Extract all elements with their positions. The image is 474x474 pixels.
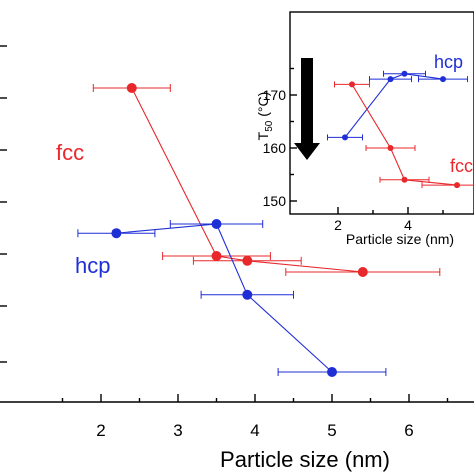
- main-fcc-point: [357, 267, 368, 277]
- main-hcp-point: [242, 289, 253, 300]
- main-fcc-point: [242, 255, 253, 266]
- inset-y-label-sub: 50: [264, 120, 275, 132]
- inset-frame: [289, 11, 474, 215]
- main-x-tick-label: 3: [173, 421, 182, 440]
- main-x-ticks: 2 3 4 5 6: [61, 394, 449, 440]
- inset-hcp-point: [401, 70, 408, 77]
- main-fcc-point: [126, 83, 137, 93]
- inset-hcp-point: [387, 76, 394, 83]
- main-series-hcp: [77, 219, 387, 377]
- inset-fcc-point: [454, 182, 460, 189]
- inset-fcc-point: [387, 145, 394, 151]
- inset-fcc-label: fcc: [450, 156, 473, 176]
- main-x-tick-label: 5: [327, 421, 336, 440]
- main-y-ticks: [0, 45, 7, 363]
- down-arrow-icon: [294, 58, 320, 160]
- inset-y-tick-label: 150: [263, 193, 287, 209]
- main-series-group: [77, 83, 441, 377]
- fcc-series-label: fcc: [56, 140, 84, 165]
- inset-series-hcp: [327, 70, 468, 141]
- inset-series-group: [327, 70, 474, 189]
- main-hcp-line: [116, 223, 333, 373]
- inset-hcp-point: [440, 76, 446, 83]
- inset-y-ticks: 150 160 170: [263, 67, 297, 209]
- main-hcp-point: [111, 228, 122, 239]
- main-axes: 2 3 4 5 6 Particle size (nm): [0, 45, 474, 472]
- main-hcp-point: [327, 367, 337, 377]
- inset-fcc-point: [349, 81, 355, 88]
- main-hcp-point: [211, 219, 222, 229]
- inset-hcp-point: [342, 134, 348, 141]
- inset-series-fcc: [334, 81, 474, 189]
- inset-y-tick-label: 170: [263, 87, 287, 103]
- main-x-label: Particle size (nm): [220, 447, 390, 472]
- inset-x-label: Particle size (nm): [346, 231, 454, 247]
- main-fcc-point: [211, 251, 222, 261]
- hcp-series-label: hcp: [75, 253, 110, 278]
- inset-hcp-label: hcp: [434, 52, 463, 72]
- inset-x-tick-label: 4: [404, 217, 412, 233]
- main-x-tick-label: 6: [404, 421, 413, 440]
- inset-fcc-line: [351, 84, 458, 186]
- main-x-tick-label: 4: [250, 421, 259, 440]
- inset-x-tick-label: 2: [334, 217, 342, 233]
- main-x-tick-label: 2: [96, 421, 105, 440]
- inset-hcp-line: [344, 73, 444, 138]
- inset-fcc-point: [401, 176, 408, 183]
- inset-y-label: T50 (°C): [255, 92, 275, 141]
- inset-y-tick-label: 160: [263, 140, 287, 156]
- inset-y-label-main: T: [255, 131, 271, 140]
- inset-y-label-unit: (°C): [255, 92, 271, 121]
